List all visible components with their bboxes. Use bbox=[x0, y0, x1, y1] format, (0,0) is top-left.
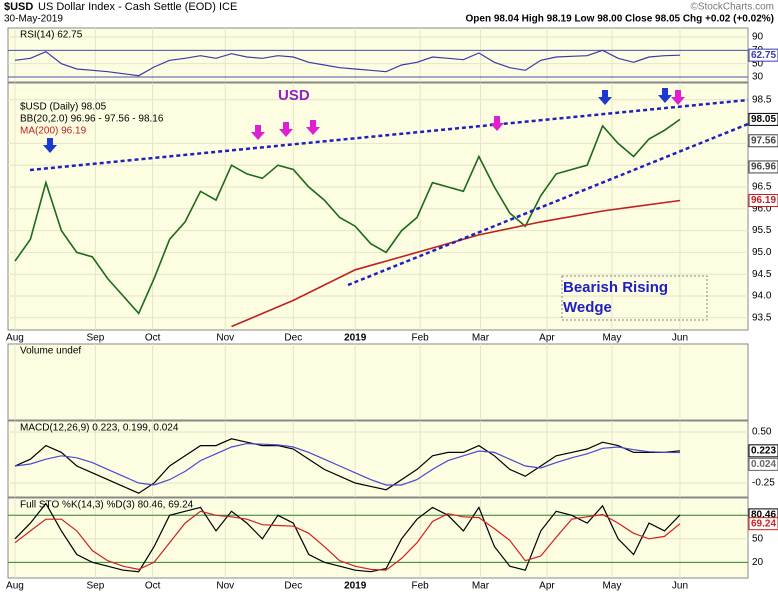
value-label: 98.05 bbox=[751, 114, 776, 125]
x-tick-label: Mar bbox=[472, 581, 490, 592]
value-box bbox=[748, 457, 778, 471]
y-tick-label: 30 bbox=[752, 72, 764, 83]
panel-bg bbox=[7, 420, 749, 498]
x-tick-label: Aug bbox=[6, 333, 24, 344]
value-label: 0.024 bbox=[751, 459, 776, 470]
series-line bbox=[14, 49, 681, 77]
x-tick-label: Oct bbox=[145, 333, 161, 344]
arrow bbox=[658, 88, 672, 103]
trendline bbox=[347, 122, 749, 287]
panel-title: Volume undef bbox=[20, 346, 81, 357]
value-box bbox=[748, 517, 778, 531]
y-tick-label: 50 bbox=[752, 58, 764, 69]
x-tick-label: May bbox=[602, 333, 621, 344]
y-tick-label: -0.25 bbox=[752, 478, 775, 489]
x-tick-label: Apr bbox=[539, 333, 555, 344]
x-tick-label: Nov bbox=[216, 581, 234, 592]
x-tick-label: Apr bbox=[539, 581, 555, 592]
value-box bbox=[748, 194, 778, 208]
legend-entry: MA(200) 96.19 bbox=[20, 126, 87, 137]
y-tick-label: 50 bbox=[752, 533, 764, 544]
value-label: 62.75 bbox=[751, 50, 776, 61]
value-label: 80.46 bbox=[751, 510, 776, 521]
value-label: 0.223 bbox=[751, 445, 776, 456]
value-box bbox=[748, 160, 778, 174]
value-label: 69.24 bbox=[751, 518, 776, 529]
series-line bbox=[14, 510, 681, 571]
x-tick-label: Sep bbox=[86, 581, 104, 592]
x-tick-label: Feb bbox=[412, 581, 430, 592]
annotation: Wedge bbox=[563, 299, 612, 316]
panel-title: Full STO %K(14,3) %D(3) 80.46, 69.24 bbox=[20, 500, 194, 511]
y-tick-label: 0.50 bbox=[752, 427, 772, 438]
x-tick-label: 2019 bbox=[344, 581, 367, 592]
x-tick-label: Sep bbox=[86, 333, 104, 344]
series-line bbox=[14, 438, 681, 494]
y-tick-label: 95.5 bbox=[752, 225, 772, 236]
arrow bbox=[279, 122, 293, 137]
arrow bbox=[671, 90, 685, 105]
y-tick-label: 94.0 bbox=[752, 291, 772, 302]
series-line bbox=[14, 442, 681, 486]
y-tick-label: 95.0 bbox=[752, 247, 772, 258]
arrow bbox=[43, 138, 57, 153]
value-box bbox=[748, 134, 778, 148]
legend-entry: $USD (Daily) 98.05 bbox=[20, 102, 107, 113]
panel-title: MACD(12,26,9) 0.223, 0.199, 0.024 bbox=[20, 423, 179, 434]
x-tick-label: Jun bbox=[672, 581, 688, 592]
x-tick-label: Mar bbox=[472, 333, 490, 344]
wedge-box bbox=[561, 275, 708, 321]
value-box bbox=[748, 48, 778, 62]
arrow bbox=[598, 90, 612, 105]
y-tick-label: 20 bbox=[752, 557, 764, 568]
x-tick-label: Aug bbox=[6, 581, 24, 592]
series-line bbox=[14, 118, 681, 315]
x-tick-label: Jun bbox=[672, 333, 688, 344]
value-label: 96.96 bbox=[751, 162, 776, 173]
y-tick-label: 90 bbox=[752, 32, 764, 43]
panel-title: RSI(14) 62.75 bbox=[20, 30, 83, 41]
arrow bbox=[251, 125, 265, 140]
trendline bbox=[29, 98, 749, 172]
series-line bbox=[14, 502, 681, 573]
legend-entry: BB(20,2.0) 96.96 - 97.56 - 98.16 bbox=[20, 114, 164, 125]
panel-bg bbox=[7, 82, 749, 331]
panel-bg bbox=[7, 343, 749, 421]
value-box bbox=[748, 112, 778, 126]
annotation: Bearish Rising bbox=[563, 279, 668, 296]
y-tick-label: 98.5 bbox=[752, 94, 772, 105]
date: 30-May-2019 bbox=[4, 14, 63, 25]
x-tick-label: Oct bbox=[145, 581, 161, 592]
x-tick-label: Nov bbox=[216, 333, 234, 344]
value-box bbox=[748, 444, 778, 458]
symbol: $USD bbox=[4, 1, 33, 13]
arrow bbox=[490, 116, 504, 131]
y-tick-label: 93.5 bbox=[752, 312, 772, 323]
y-tick-label: 94.5 bbox=[752, 269, 772, 280]
x-tick-label: Dec bbox=[284, 581, 302, 592]
arrow bbox=[306, 120, 320, 135]
symbol-name: US Dollar Index - Cash Settle (EOD) ICE bbox=[38, 1, 237, 13]
value-label: 97.56 bbox=[751, 135, 776, 146]
panel-bg bbox=[7, 27, 749, 83]
x-tick-label: May bbox=[602, 581, 621, 592]
x-tick-label: Feb bbox=[412, 333, 430, 344]
panel-bg bbox=[7, 497, 749, 579]
value-label: 96.19 bbox=[751, 195, 776, 206]
source: ©StockCharts.com bbox=[690, 2, 774, 13]
annotation: USD bbox=[278, 87, 310, 104]
x-tick-label: Dec bbox=[284, 333, 302, 344]
y-tick-label: 96.0 bbox=[752, 203, 772, 214]
x-tick-label: 2019 bbox=[344, 333, 367, 344]
y-tick-label: 96.5 bbox=[752, 182, 772, 193]
quote: Open 98.04 High 98.19 Low 98.00 Close 98… bbox=[466, 14, 774, 25]
